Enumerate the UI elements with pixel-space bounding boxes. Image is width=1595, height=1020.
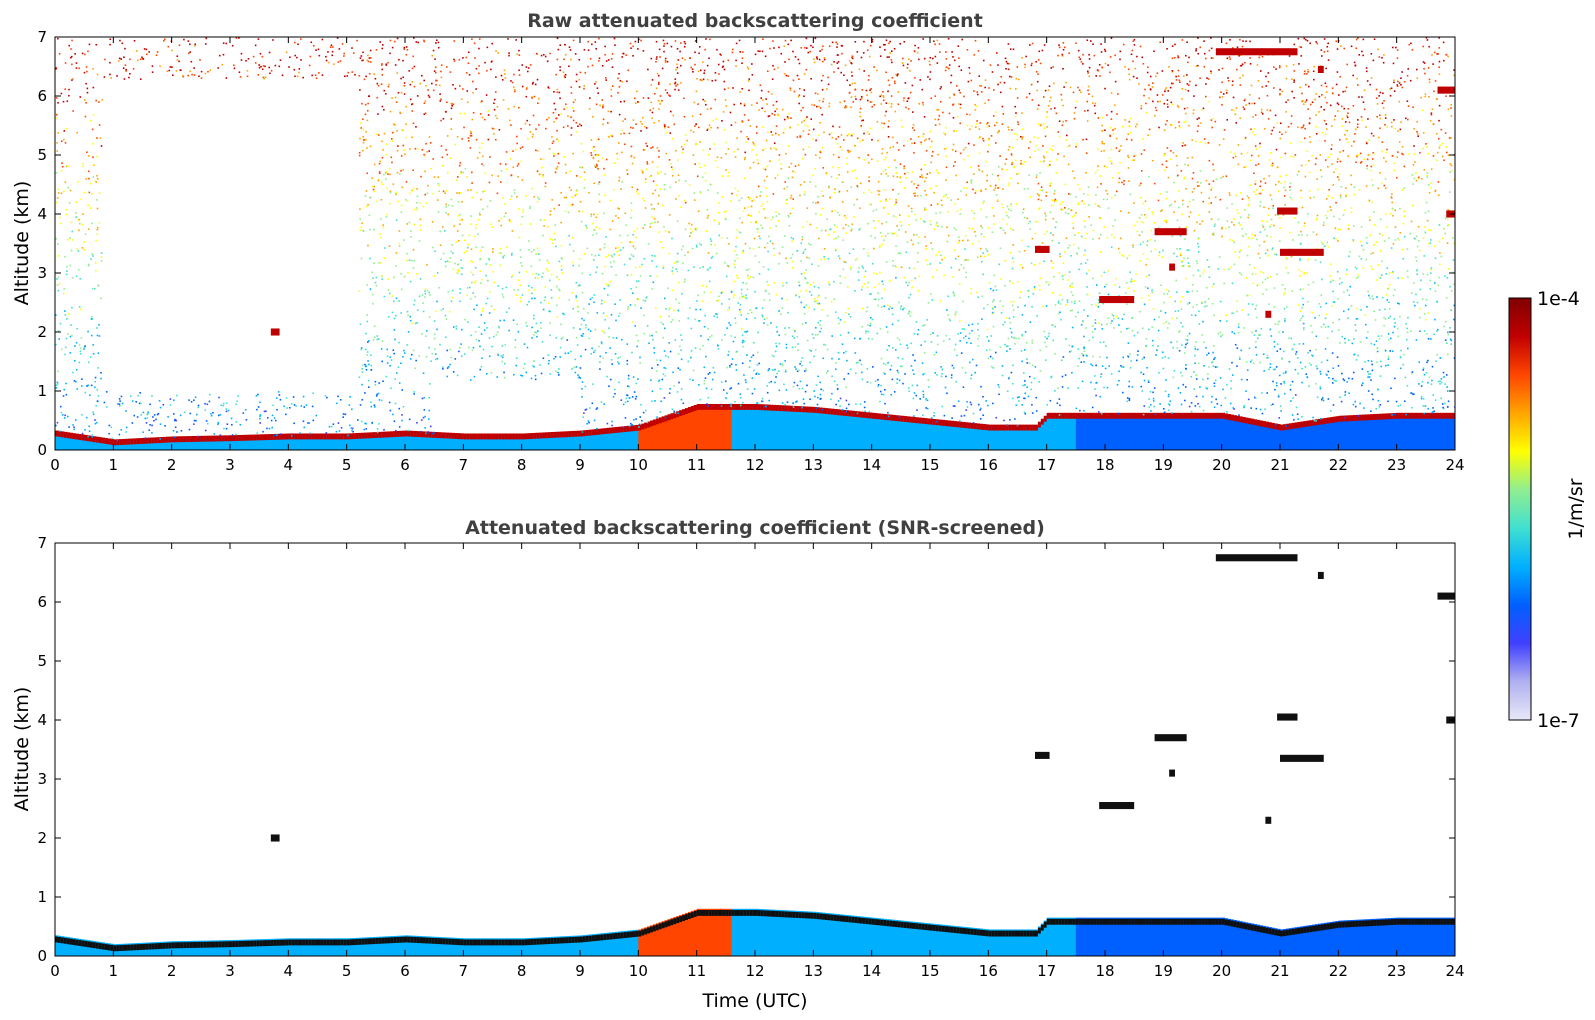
raw-x-tick-label: 10 xyxy=(629,456,648,474)
raw-x-tick-label: 7 xyxy=(459,456,469,474)
screened-x-tick-label: 0 xyxy=(50,962,60,980)
screened-x-tick-label: 23 xyxy=(1387,962,1406,980)
screened-x-tick-label: 2 xyxy=(167,962,177,980)
screened-heatmap xyxy=(55,543,1455,956)
screened-y-tick-label: 7 xyxy=(37,534,47,552)
raw-y-tick-label: 2 xyxy=(37,323,47,341)
raw-x-tick-label: 22 xyxy=(1329,456,1348,474)
raw-x-tick-label: 18 xyxy=(1095,456,1114,474)
screened-x-tick-label: 21 xyxy=(1270,962,1289,980)
raw-x-tick-label: 0 xyxy=(50,456,60,474)
screened-x-axis-label: Time (UTC) xyxy=(701,990,807,1012)
raw-y-tick-label: 7 xyxy=(37,28,47,46)
screened-y-tick-label: 3 xyxy=(37,770,47,788)
colorbar-unit-label: 1/m/sr xyxy=(1565,478,1587,539)
raw-x-tick-label: 24 xyxy=(1445,456,1464,474)
screened-x-tick-label: 16 xyxy=(979,962,998,980)
raw-x-tick-label: 2 xyxy=(167,456,177,474)
raw-y-tick-label: 4 xyxy=(37,205,47,223)
raw-y-tick-label: 0 xyxy=(37,441,47,459)
raw-x-tick-label: 3 xyxy=(225,456,235,474)
screened-x-tick-label: 13 xyxy=(804,962,823,980)
screened-y-axis: 0 1 2 3 4 5 6 7 xyxy=(37,534,1455,965)
raw-x-tick-label: 1 xyxy=(109,456,119,474)
screened-x-tick-label: 15 xyxy=(920,962,939,980)
screened-x-tick-label: 1 xyxy=(109,962,119,980)
screened-y-tick-label: 6 xyxy=(37,593,47,611)
screened-panel: Attenuated backscattering coefficient (S… xyxy=(11,517,1465,1012)
raw-y-tick-label: 3 xyxy=(37,264,47,282)
raw-x-tick-label: 14 xyxy=(862,456,881,474)
screened-y-tick-label: 5 xyxy=(37,652,47,670)
raw-y-axis: 0 1 2 3 4 5 6 7 xyxy=(37,28,1455,459)
raw-x-tick-label: 17 xyxy=(1037,456,1056,474)
raw-x-tick-label: 19 xyxy=(1154,456,1173,474)
screened-x-tick-label: 8 xyxy=(517,962,527,980)
colorbar-gradient xyxy=(1508,297,1532,721)
screened-x-tick-label: 9 xyxy=(575,962,585,980)
raw-x-tick-label: 20 xyxy=(1212,456,1231,474)
screened-x-tick-label: 17 xyxy=(1037,962,1056,980)
raw-x-tick-label: 6 xyxy=(400,456,410,474)
screened-x-axis: 0 1 2 3 4 5 6 7 8 9 10 11 12 13 14 15 16 17 18 19 20 21 22 23 24 xyxy=(50,543,1465,980)
raw-x-tick-label: 12 xyxy=(745,456,764,474)
screened-x-tick-label: 22 xyxy=(1329,962,1348,980)
screened-y-tick-label: 0 xyxy=(37,947,47,965)
raw-x-tick-label: 8 xyxy=(517,456,527,474)
screened-x-tick-label: 4 xyxy=(284,962,294,980)
screened-y-tick-label: 1 xyxy=(37,888,47,906)
screened-y-tick-label: 2 xyxy=(37,829,47,847)
screened-x-tick-label: 24 xyxy=(1445,962,1464,980)
raw-x-tick-label: 4 xyxy=(284,456,294,474)
raw-x-tick-label: 9 xyxy=(575,456,585,474)
raw-x-tick-label: 15 xyxy=(920,456,939,474)
raw-x-tick-label: 21 xyxy=(1270,456,1289,474)
screened-x-tick-label: 19 xyxy=(1154,962,1173,980)
raw-panel-title: Raw attenuated backscattering coefficien… xyxy=(527,10,983,32)
screened-x-tick-label: 7 xyxy=(459,962,469,980)
screened-y-axis-label: Altitude (km) xyxy=(11,687,33,812)
raw-x-tick-label: 23 xyxy=(1387,456,1406,474)
screened-x-tick-label: 6 xyxy=(400,962,410,980)
screened-panel-title: Attenuated backscattering coefficient (S… xyxy=(465,517,1045,539)
raw-x-tick-label: 16 xyxy=(979,456,998,474)
raw-panel: Raw attenuated backscattering coefficien… xyxy=(11,10,1465,474)
screened-x-tick-label: 14 xyxy=(862,962,881,980)
raw-heatmap xyxy=(55,37,1455,450)
raw-y-axis-label: Altitude (km) xyxy=(11,181,33,306)
screened-x-tick-label: 20 xyxy=(1212,962,1231,980)
colorbar: 1e-4 1e-7 1/m/sr xyxy=(1508,288,1587,732)
raw-y-tick-label: 6 xyxy=(37,87,47,105)
colorbar-max-label: 1e-4 xyxy=(1537,288,1580,310)
screened-x-tick-label: 11 xyxy=(687,962,706,980)
screened-x-tick-label: 10 xyxy=(629,962,648,980)
raw-y-tick-label: 5 xyxy=(37,146,47,164)
screened-x-tick-label: 18 xyxy=(1095,962,1114,980)
colorbar-min-label: 1e-7 xyxy=(1537,710,1580,732)
raw-x-tick-label: 13 xyxy=(804,456,823,474)
raw-x-tick-label: 11 xyxy=(687,456,706,474)
screened-x-tick-label: 3 xyxy=(225,962,235,980)
screened-x-tick-label: 12 xyxy=(745,962,764,980)
raw-x-tick-label: 5 xyxy=(342,456,352,474)
raw-y-tick-label: 1 xyxy=(37,382,47,400)
screened-x-tick-label: 5 xyxy=(342,962,352,980)
raw-x-axis: 0 1 2 3 4 5 6 7 8 9 10 11 12 13 14 15 16 17 18 19 20 21 22 23 24 xyxy=(50,37,1465,474)
screened-y-tick-label: 4 xyxy=(37,711,47,729)
